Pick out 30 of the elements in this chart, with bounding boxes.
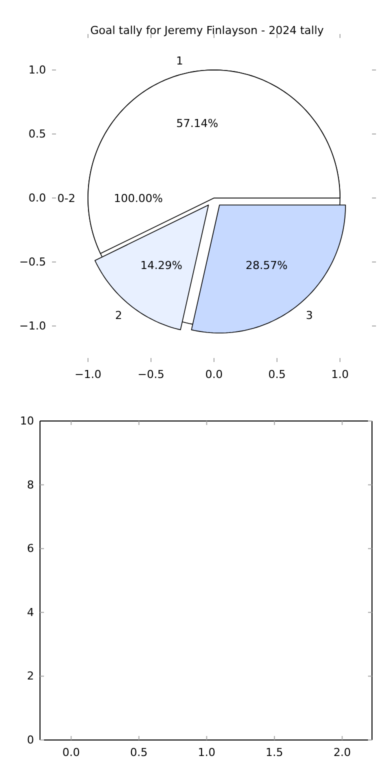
data-label: 100.00% (114, 192, 163, 205)
data-label: 14.29% (140, 258, 182, 272)
y-tick-label: 0.5 (28, 128, 46, 141)
y-tick-label: 2 (27, 670, 34, 683)
y-tick-label: 4 (27, 606, 34, 619)
slice-label: 3 (306, 308, 313, 322)
data-label: 28.57% (246, 258, 288, 272)
x-tick-label: 1.5 (266, 746, 284, 759)
y-tick-label: −1.0 (19, 320, 46, 333)
x-tick-label: 1.0 (331, 368, 349, 381)
x-tick-label: 0.5 (268, 368, 286, 381)
slice-label: 0-2 (57, 192, 76, 205)
chart-title: Goal tally for Jeremy Finlayson - 2024 tally (90, 24, 324, 37)
x-tick-label: 1.0 (198, 746, 216, 759)
x-tick-label: −0.5 (138, 368, 164, 381)
y-tick-label: 0.0 (28, 192, 46, 205)
x-tick-label: 0.5 (130, 746, 148, 759)
x-tick-label: 0.0 (62, 746, 80, 759)
x-tick-label: −1.0 (74, 368, 102, 381)
x-tick-label: 0.0 (205, 368, 223, 381)
y-tick-label: 8 (27, 478, 34, 492)
slice-label: 1 (176, 54, 184, 68)
y-tick-label: 1.0 (28, 64, 46, 77)
data-label: 57.14% (176, 116, 218, 130)
y-tick-label: 0 (27, 734, 34, 747)
y-tick-label: 10 (20, 414, 34, 428)
slice-label: 2 (115, 308, 122, 322)
y-tick-label: −0.5 (19, 256, 46, 269)
x-tick-label: 2.0 (333, 746, 351, 759)
y-tick-label: 6 (27, 542, 34, 556)
